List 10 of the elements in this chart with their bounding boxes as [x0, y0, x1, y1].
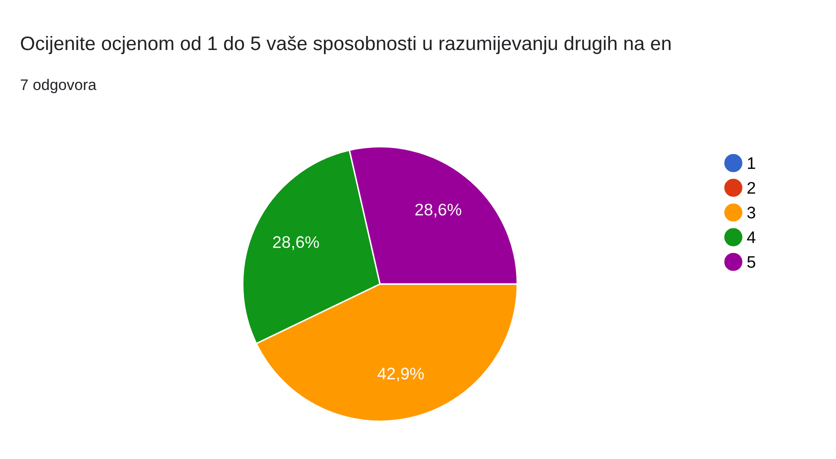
data-label: 28,6%: [415, 204, 462, 218]
chart-title: Ocijenite ocjenom od 1 do 5 vaše sposobnosti u razumijevanju drugih na en: [20, 36, 671, 54]
data-label: 42,9%: [378, 368, 424, 382]
legend-label: 2: [748, 182, 756, 194]
text: 7 odgovora: [20, 78, 96, 94]
data-label: 28,6%: [273, 236, 319, 250]
legend-label: 5: [747, 256, 756, 268]
legend-label: 1: [748, 157, 756, 169]
legend-label: 3: [747, 206, 756, 218]
legend-label: 4: [747, 232, 756, 244]
